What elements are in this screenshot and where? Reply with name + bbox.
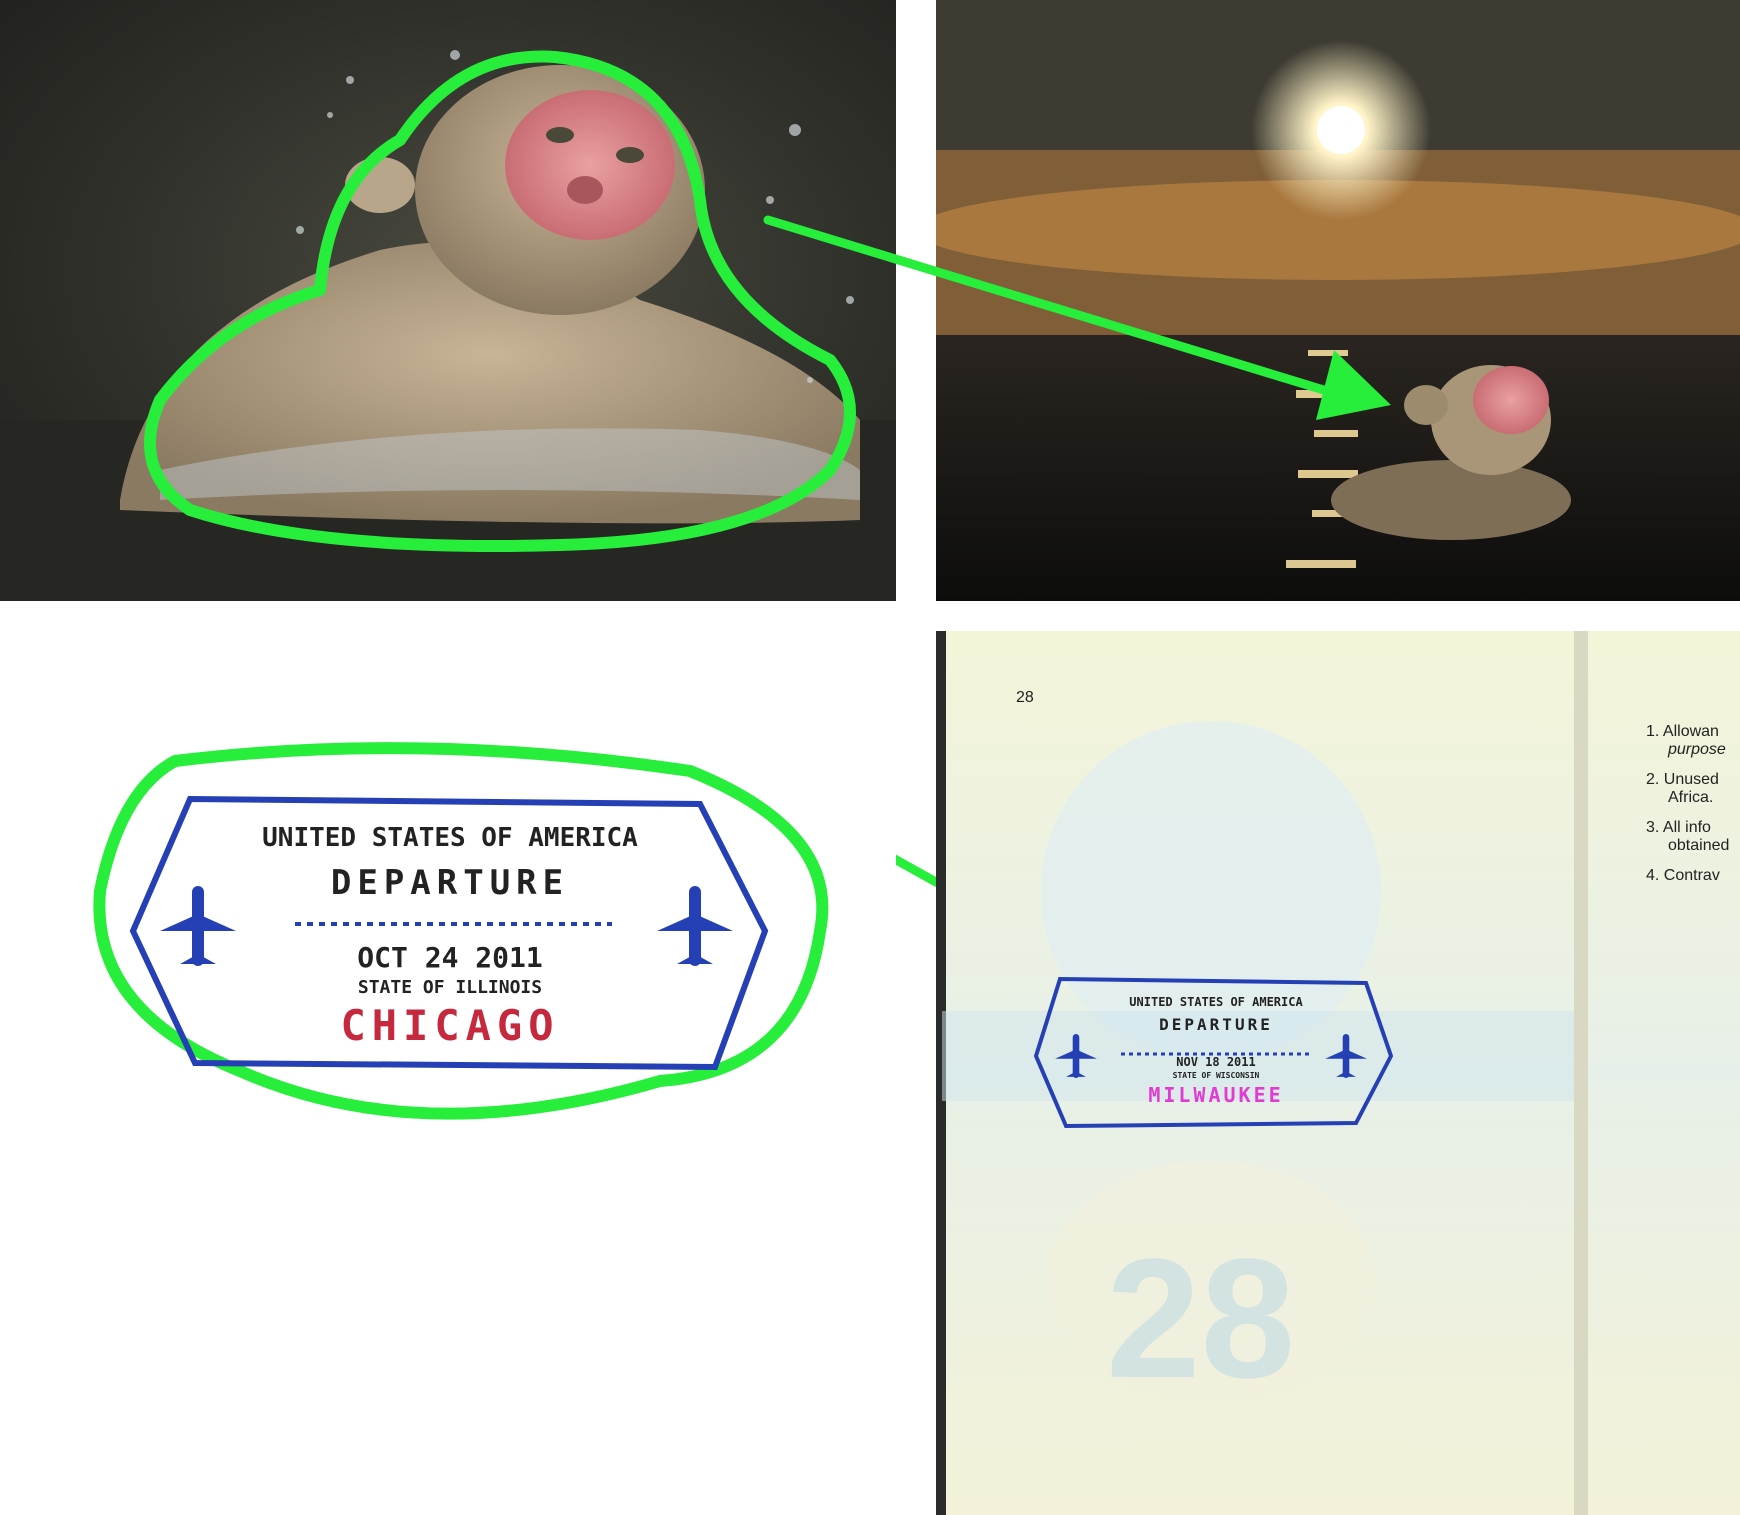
highlight-outline — [144, 50, 856, 552]
stamp-state: STATE OF ILLINOIS — [357, 977, 543, 998]
note-item: 2. Unused Africa. — [1646, 771, 1736, 807]
note-number: 3. — [1646, 819, 1660, 836]
stamp-state: STATE OF WISCONSIN — [1172, 1071, 1260, 1080]
plane-icon — [657, 886, 733, 966]
dst-stamp-hexagon — [1033, 976, 1394, 1129]
watermark-number: 28 — [1106, 1224, 1296, 1414]
stamp-highlight-outline — [93, 742, 829, 1120]
passport-notes: 1. Allowan purpose 2. Unused Africa. 3. … — [1646, 723, 1736, 885]
stamp-type: DEPARTURE — [1159, 1015, 1273, 1034]
note-item: 4. Contrav — [1646, 867, 1736, 885]
page-number: 28 — [1016, 689, 1034, 706]
stamp-hexagon — [129, 795, 769, 1071]
note-number: 1. — [1646, 723, 1660, 740]
note-text-continued: Africa. — [1668, 789, 1714, 806]
stamp-city: CHICAGO — [340, 1001, 560, 1050]
plane-icon — [160, 886, 236, 966]
plane-icon — [1055, 1034, 1097, 1078]
stamp-country: UNITED STATES OF AMERICA — [262, 823, 638, 853]
stamp-date: OCT 24 2011 — [357, 941, 543, 974]
sunset-composite-photo — [936, 0, 1740, 601]
note-text-continued: purpose — [1668, 741, 1726, 758]
stamp-country: UNITED STATES OF AMERICA — [1129, 995, 1303, 1009]
monkey-photo — [0, 50, 896, 601]
source-stamp: UNITED STATES OF AMERICA DEPARTURE OCT 2… — [150, 801, 750, 1071]
note-number: 4. — [1646, 867, 1660, 884]
arrow-photo-line — [763, 215, 1345, 400]
plane-icon — [1325, 1034, 1367, 1078]
note-item: 1. Allowan purpose — [1646, 723, 1736, 759]
source-stamp-panel: UNITED STATES OF AMERICA DEPARTURE OCT 2… — [0, 631, 896, 1515]
composite-photo-panel — [936, 0, 1740, 601]
note-item: 3. All info obtained — [1646, 819, 1736, 855]
note-text: All info — [1662, 819, 1711, 836]
note-text: Contrav — [1663, 867, 1720, 884]
note-text-continued: obtained — [1668, 837, 1730, 854]
passport-page-panel: 28 UNITED STATES OF AMERICA DEPARTURE NO… — [936, 631, 1740, 1515]
note-text: Unused — [1663, 771, 1719, 788]
stamp-city: MILWAUKEE — [1148, 1083, 1284, 1107]
source-photo-panel — [0, 0, 896, 601]
stamp-date: NOV 18 2011 — [1176, 1055, 1256, 1069]
stamp-type: DEPARTURE — [330, 863, 570, 903]
note-text: Allowan — [1662, 723, 1719, 740]
destination-stamp: UNITED STATES OF AMERICA DEPARTURE NOV 1… — [1046, 987, 1386, 1127]
note-number: 2. — [1646, 771, 1660, 788]
